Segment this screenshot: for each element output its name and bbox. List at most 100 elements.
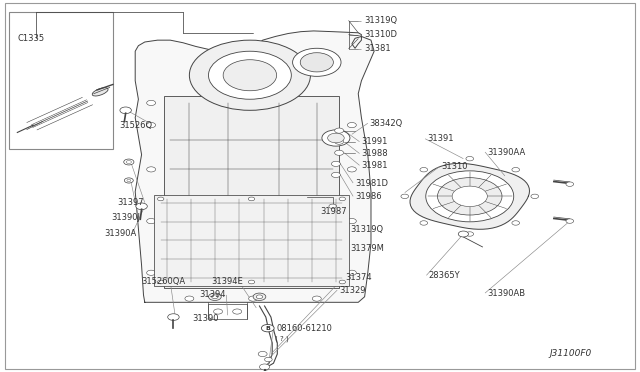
Text: 31390AB: 31390AB [487,289,525,298]
Circle shape [452,186,487,206]
Circle shape [261,324,274,332]
Text: C1335: C1335 [17,34,44,43]
Circle shape [512,221,520,225]
Circle shape [168,314,179,320]
Circle shape [258,352,267,357]
Circle shape [259,364,269,370]
Circle shape [256,295,262,299]
Circle shape [124,159,134,165]
Circle shape [329,204,337,209]
Text: 31981: 31981 [362,161,388,170]
Circle shape [332,161,340,166]
Circle shape [566,182,573,186]
Circle shape [264,357,272,362]
Text: 31991: 31991 [362,137,388,146]
Circle shape [335,150,344,155]
Text: 31391: 31391 [427,134,454,143]
Circle shape [332,172,340,177]
Text: 31319Q: 31319Q [350,225,383,234]
Bar [154,195,349,286]
Circle shape [292,48,341,76]
Circle shape [348,270,356,275]
Circle shape [124,178,133,183]
Text: 31379M: 31379M [350,244,384,253]
Circle shape [426,171,514,222]
Text: 31329: 31329 [339,286,365,295]
Bar [164,96,339,288]
Circle shape [157,280,164,284]
Circle shape [126,161,131,163]
Circle shape [348,167,356,172]
Text: 31394E: 31394E [212,278,243,286]
Circle shape [512,167,520,172]
Circle shape [233,309,242,314]
Bar [9,13,113,149]
Text: 31390: 31390 [193,314,219,323]
Circle shape [348,218,356,224]
Circle shape [157,197,164,201]
Text: 31394: 31394 [199,291,225,299]
Text: B: B [266,326,270,331]
Circle shape [566,219,573,223]
Circle shape [185,296,194,301]
Circle shape [212,295,218,299]
Circle shape [127,179,131,182]
Circle shape [348,122,356,128]
Text: 31987: 31987 [320,206,347,216]
Circle shape [147,218,156,224]
Circle shape [253,293,266,301]
Text: 31381: 31381 [365,44,391,53]
Polygon shape [135,31,374,302]
Text: 31526Q: 31526Q [119,121,152,129]
Circle shape [147,167,156,172]
Circle shape [312,296,321,301]
Circle shape [189,40,310,110]
Circle shape [120,107,131,113]
Circle shape [209,51,291,99]
Circle shape [136,203,147,210]
Text: 38342Q: 38342Q [370,119,403,128]
Circle shape [147,100,156,106]
Ellipse shape [92,88,108,96]
Text: 31310D: 31310D [365,30,397,39]
Circle shape [147,122,156,128]
Text: ( ? ): ( ? ) [275,336,289,343]
Circle shape [248,296,257,301]
Text: 31319Q: 31319Q [365,16,397,25]
Circle shape [438,178,502,215]
Circle shape [339,197,346,201]
Circle shape [531,194,539,199]
Text: 315260QA: 315260QA [141,278,186,286]
Circle shape [214,309,223,314]
Circle shape [300,53,333,72]
Circle shape [420,167,428,172]
Circle shape [328,133,344,143]
Text: 08160-61210: 08160-61210 [276,324,332,333]
Text: 31390A: 31390A [104,230,137,238]
Circle shape [248,197,255,201]
Text: 31986: 31986 [355,192,381,201]
Circle shape [466,157,474,161]
Circle shape [335,139,344,144]
Text: 28365Y: 28365Y [428,271,460,280]
Text: 31374: 31374 [346,273,372,282]
Circle shape [147,270,156,275]
Bar [209,304,246,319]
Text: J31100F0: J31100F0 [549,350,591,359]
Text: 31988: 31988 [362,149,388,158]
Text: 31310: 31310 [441,162,468,171]
Text: 31390J: 31390J [111,213,140,222]
Circle shape [248,280,255,284]
Polygon shape [410,163,529,229]
Text: 31397: 31397 [117,198,144,207]
Text: 31981D: 31981D [355,179,388,187]
Circle shape [458,231,468,237]
Circle shape [209,293,221,301]
Circle shape [322,130,350,146]
Circle shape [339,280,346,284]
Circle shape [466,232,474,236]
Circle shape [420,221,428,225]
Text: 31390AA: 31390AA [487,148,525,157]
Circle shape [223,60,276,91]
Circle shape [401,194,408,199]
